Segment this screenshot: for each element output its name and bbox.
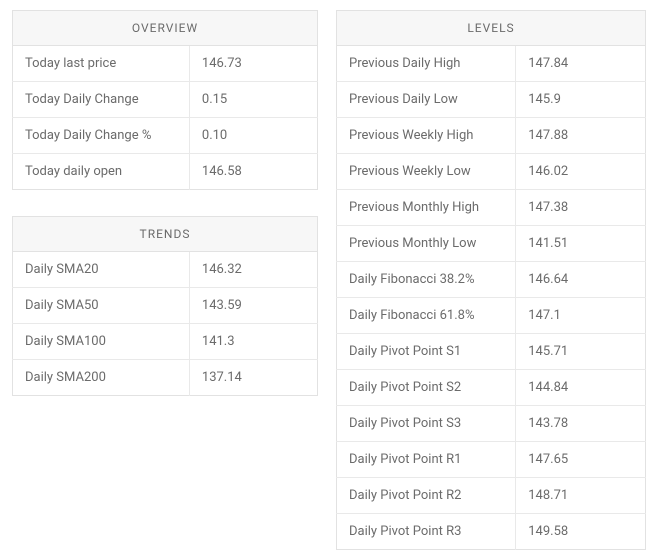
row-value: 146.73 [189, 46, 317, 82]
trends-table: TRENDS Daily SMA20146.32Daily SMA50143.5… [12, 216, 318, 396]
row-label: Daily Pivot Point S3 [337, 406, 516, 442]
row-value: 141.3 [189, 324, 317, 360]
row-value: 143.59 [189, 288, 317, 324]
table-row: Daily Pivot Point S1145.71 [337, 334, 646, 370]
trends-title: TRENDS [13, 217, 318, 252]
row-label: Daily Pivot Point S1 [337, 334, 516, 370]
overview-title: OVERVIEW [13, 11, 318, 46]
table-row: Daily Fibonacci 61.8%147.1 [337, 298, 646, 334]
row-value: 147.65 [516, 442, 646, 478]
row-label: Daily SMA100 [13, 324, 190, 360]
overview-table: OVERVIEW Today last price146.73Today Dai… [12, 10, 318, 190]
row-value: 146.64 [516, 262, 646, 298]
row-value: 147.88 [516, 118, 646, 154]
table-row: Daily Pivot Point S2144.84 [337, 370, 646, 406]
row-value: 141.51 [516, 226, 646, 262]
row-label: Daily Pivot Point R2 [337, 478, 516, 514]
table-row: Previous Monthly High147.38 [337, 190, 646, 226]
table-row: Previous Daily High147.84 [337, 46, 646, 82]
table-row: Previous Weekly Low146.02 [337, 154, 646, 190]
row-value: 143.78 [516, 406, 646, 442]
row-value: 0.10 [189, 118, 317, 154]
row-value: 147.84 [516, 46, 646, 82]
row-label: Today Daily Change % [13, 118, 190, 154]
trends-body: Daily SMA20146.32Daily SMA50143.59Daily … [13, 252, 318, 396]
table-row: Today Daily Change0.15 [13, 82, 318, 118]
levels-body: Previous Daily High147.84Previous Daily … [337, 46, 646, 550]
row-label: Daily SMA200 [13, 360, 190, 396]
row-value: 148.71 [516, 478, 646, 514]
row-value: 144.84 [516, 370, 646, 406]
table-row: Daily Pivot Point R1147.65 [337, 442, 646, 478]
row-label: Today Daily Change [13, 82, 190, 118]
table-row: Today daily open146.58 [13, 154, 318, 190]
table-row: Daily Pivot Point R3149.58 [337, 514, 646, 550]
row-value: 145.71 [516, 334, 646, 370]
row-value: 137.14 [189, 360, 317, 396]
table-row: Daily SMA100141.3 [13, 324, 318, 360]
row-label: Daily Pivot Point R1 [337, 442, 516, 478]
table-row: Previous Monthly Low141.51 [337, 226, 646, 262]
row-label: Today daily open [13, 154, 190, 190]
levels-title: LEVELS [337, 11, 646, 46]
row-label: Daily Pivot Point R3 [337, 514, 516, 550]
overview-body: Today last price146.73Today Daily Change… [13, 46, 318, 190]
row-value: 0.15 [189, 82, 317, 118]
row-label: Previous Weekly Low [337, 154, 516, 190]
row-value: 149.58 [516, 514, 646, 550]
row-value: 145.9 [516, 82, 646, 118]
row-label: Daily SMA20 [13, 252, 190, 288]
table-row: Today last price146.73 [13, 46, 318, 82]
row-label: Today last price [13, 46, 190, 82]
row-value: 147.1 [516, 298, 646, 334]
row-value: 146.02 [516, 154, 646, 190]
row-label: Daily Pivot Point S2 [337, 370, 516, 406]
table-row: Previous Daily Low145.9 [337, 82, 646, 118]
table-row: Today Daily Change %0.10 [13, 118, 318, 154]
table-row: Previous Weekly High147.88 [337, 118, 646, 154]
table-row: Daily SMA20146.32 [13, 252, 318, 288]
row-label: Daily Fibonacci 38.2% [337, 262, 516, 298]
row-value: 146.32 [189, 252, 317, 288]
row-label: Daily Fibonacci 61.8% [337, 298, 516, 334]
row-label: Previous Monthly High [337, 190, 516, 226]
levels-table: LEVELS Previous Daily High147.84Previous… [336, 10, 646, 550]
row-label: Previous Daily High [337, 46, 516, 82]
table-row: Daily Pivot Point S3143.78 [337, 406, 646, 442]
table-row: Daily SMA50143.59 [13, 288, 318, 324]
table-row: Daily SMA200137.14 [13, 360, 318, 396]
row-label: Previous Daily Low [337, 82, 516, 118]
row-value: 147.38 [516, 190, 646, 226]
row-label: Previous Weekly High [337, 118, 516, 154]
table-row: Daily Fibonacci 38.2%146.64 [337, 262, 646, 298]
table-row: Daily Pivot Point R2148.71 [337, 478, 646, 514]
row-label: Previous Monthly Low [337, 226, 516, 262]
row-value: 146.58 [189, 154, 317, 190]
row-label: Daily SMA50 [13, 288, 190, 324]
